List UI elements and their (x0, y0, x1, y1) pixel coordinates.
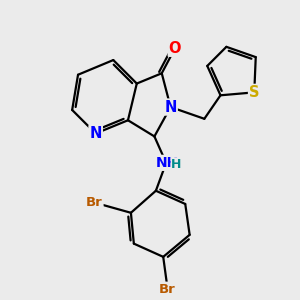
Text: H: H (171, 158, 182, 171)
Text: O: O (169, 41, 181, 56)
Text: S: S (249, 85, 260, 100)
Text: N: N (164, 100, 177, 115)
Text: Br: Br (159, 283, 176, 296)
Text: NH: NH (156, 156, 179, 170)
Text: Br: Br (86, 196, 103, 209)
Text: N: N (89, 126, 102, 141)
